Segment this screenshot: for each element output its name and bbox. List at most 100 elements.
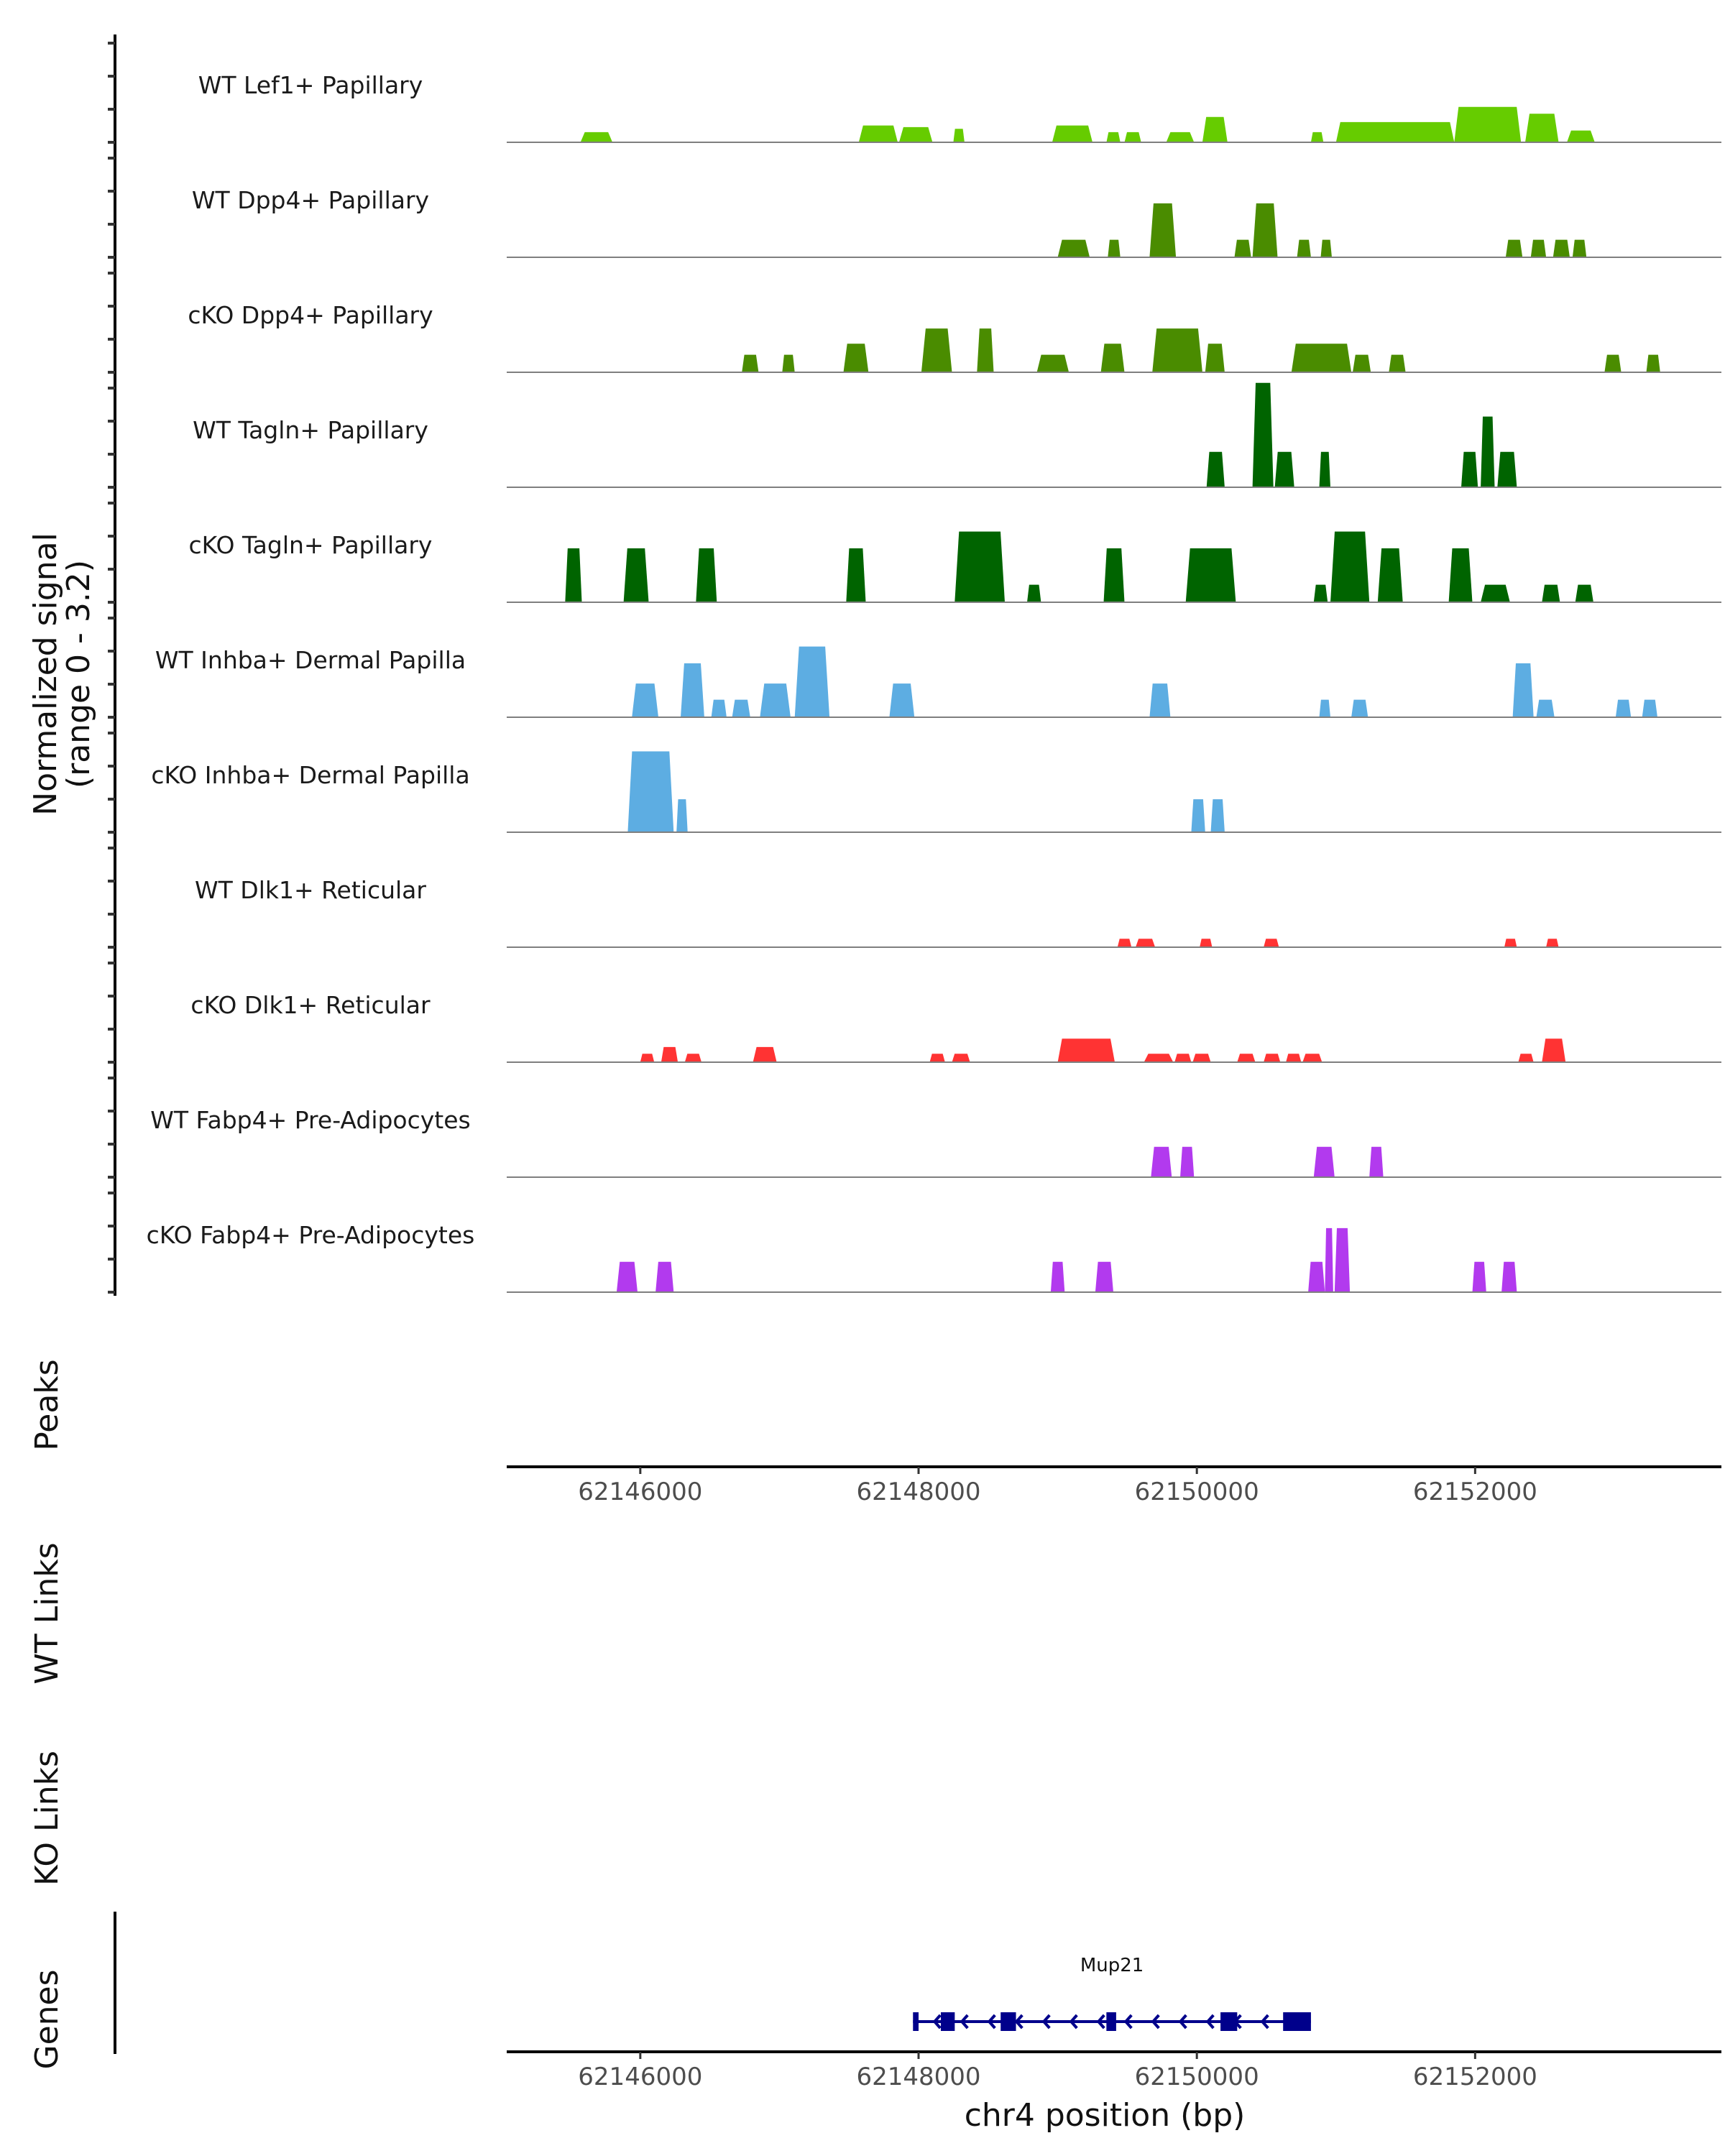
strand-arrow-icon	[1069, 2014, 1078, 2030]
track: WT Lef1+ Papillary	[198, 71, 1721, 143]
signal-peak	[1297, 239, 1311, 257]
signal-peak	[1542, 1038, 1566, 1062]
gene-exon	[1220, 2012, 1238, 2031]
signal-peak	[1536, 699, 1555, 717]
signal-peak	[1027, 584, 1041, 602]
track-label: WT Tagln+ Papillary	[193, 416, 428, 444]
signal-peak	[742, 354, 759, 372]
signal-peak	[1252, 203, 1278, 257]
signal-peak	[753, 1046, 777, 1062]
signal-peak	[921, 328, 952, 372]
track: cKO Dlk1+ Reticular	[190, 991, 1721, 1063]
signal-peak	[952, 1054, 970, 1062]
signal-peak	[1330, 531, 1370, 602]
track-label: WT Inhba+ Dermal Papilla	[155, 646, 466, 674]
signal-peak	[1052, 125, 1092, 142]
signal-peak	[782, 354, 795, 372]
signal-peak	[1185, 548, 1236, 602]
signal-peak	[1504, 939, 1517, 947]
track-label: cKO Tagln+ Papillary	[189, 531, 433, 559]
signal-peak	[1036, 354, 1070, 372]
gene-name-label: Mup21	[1080, 1955, 1144, 1976]
gene-exon	[1283, 2012, 1311, 2031]
coverage-tracks: WT Lef1+ Papillary WT Dpp4+ Papillary cKO …	[147, 71, 1721, 1293]
signal-peak	[760, 683, 791, 717]
signal-peak	[1646, 354, 1660, 372]
signal-peak	[676, 799, 688, 832]
track-label: cKO Inhba+ Dermal Papilla	[151, 761, 469, 789]
gene-exon	[1106, 2012, 1116, 2031]
gene-exon	[1000, 2012, 1016, 2031]
signal-peak	[616, 1261, 638, 1292]
signal-peak	[954, 531, 1005, 602]
y-axis-range-label: (range 0 - 3.2)	[60, 560, 97, 788]
strand-arrow-icon	[1014, 2014, 1024, 2030]
strand-arrow-icon	[1260, 2014, 1269, 2030]
signal-peak	[1319, 451, 1330, 487]
signal-peak	[711, 699, 727, 717]
signal-peak	[627, 751, 674, 832]
signal-peak	[1389, 354, 1406, 372]
x-tick-label: 62146000	[578, 2063, 702, 2091]
signal-peak	[565, 548, 582, 602]
signal-peak	[1353, 354, 1371, 372]
signal-peak	[977, 328, 994, 372]
signal-peak	[1313, 584, 1328, 602]
signal-peak	[1497, 451, 1517, 487]
signal-peak	[681, 663, 704, 717]
x-tick-label: 62152000	[1413, 1478, 1537, 1506]
signal-peak	[1237, 1054, 1256, 1062]
signal-peak	[1206, 451, 1225, 487]
signal-peak	[1264, 939, 1279, 947]
signal-peak	[898, 126, 933, 142]
signal-peak	[1264, 1054, 1281, 1062]
signal-peak	[1291, 344, 1352, 372]
signal-peak	[580, 132, 613, 142]
signal-peak	[1542, 584, 1560, 602]
signal-peak	[1567, 130, 1595, 142]
track-label: WT Dpp4+ Papillary	[192, 186, 429, 214]
signal-peak	[1335, 121, 1455, 142]
signal-peak	[843, 344, 869, 372]
strand-arrow-icon	[932, 2014, 942, 2030]
signal-peak	[1166, 132, 1195, 142]
signal-peak	[1454, 106, 1522, 142]
signal-peak	[1108, 239, 1121, 257]
signal-peak	[1149, 683, 1171, 717]
signal-peak	[1334, 1227, 1351, 1292]
signal-peak	[1518, 1054, 1534, 1062]
signal-peak	[1144, 1054, 1174, 1062]
signal-peak	[1252, 382, 1274, 487]
signal-peak	[632, 683, 658, 717]
signal-peak	[1642, 699, 1657, 717]
track: cKO Tagln+ Papillary	[189, 531, 1721, 603]
genes-x-axis: 62146000 62148000 62150000 62152000	[507, 2050, 1721, 2091]
track-label: WT Lef1+ Papillary	[198, 71, 423, 99]
x-tick-label: 62150000	[1135, 1478, 1259, 1506]
track: WT Tagln+ Papillary	[193, 382, 1721, 488]
signal-peak	[889, 683, 915, 717]
signal-peak	[684, 1054, 702, 1062]
signal-peak	[1234, 239, 1251, 257]
signal-peak	[1180, 1146, 1195, 1177]
signal-peak	[1325, 1227, 1333, 1292]
signal-peak	[1481, 584, 1510, 602]
signal-peak	[1149, 203, 1177, 257]
strand-arrow-icon	[1096, 2014, 1105, 2030]
track-label: cKO Dpp4+ Papillary	[188, 301, 433, 329]
signal-peak	[640, 1054, 655, 1062]
signal-peak	[1191, 799, 1205, 832]
strand-arrow-icon	[987, 2014, 996, 2030]
signal-peak	[794, 646, 830, 717]
peaks-x-axis: 62146000 62148000 62150000 62152000	[507, 1465, 1721, 1506]
signal-peak	[858, 125, 898, 142]
x-tick-label: 62150000	[1135, 2063, 1259, 2091]
signal-peak	[656, 1261, 674, 1292]
track: WT Inhba+ Dermal Papilla	[155, 646, 1721, 718]
track: cKO Fabp4+ Pre-Adipocytes	[147, 1221, 1721, 1293]
signal-peak	[846, 548, 866, 602]
signal-peak	[1124, 132, 1141, 142]
signal-peak	[1136, 939, 1156, 947]
signal-peak	[1100, 344, 1125, 372]
x-tick-label: 62148000	[856, 2063, 980, 2091]
